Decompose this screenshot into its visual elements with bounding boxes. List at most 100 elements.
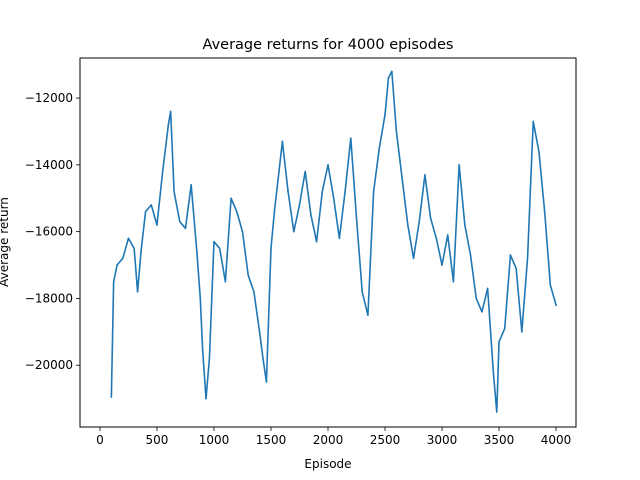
data-point [133, 247, 135, 250]
data-point [355, 217, 358, 220]
data-point [332, 197, 335, 200]
data-point [116, 264, 118, 266]
plot-area [79, 57, 577, 428]
data-point [515, 267, 517, 270]
y-tick-label: −20000 [25, 358, 73, 372]
data-point [121, 257, 124, 260]
data-point [429, 217, 432, 220]
data-point [549, 284, 552, 286]
x-tick-label: 4000 [541, 433, 572, 447]
data-point [532, 120, 535, 123]
data-point [543, 210, 546, 213]
axes-frame [79, 57, 577, 428]
data-point [412, 257, 415, 260]
data-point [144, 210, 147, 213]
y-axis: −20000 −18000 −16000 −14000 −12000 [25, 91, 80, 372]
data-point [361, 290, 364, 293]
data-point [258, 331, 261, 333]
data-point [224, 280, 227, 283]
x-tick-label: 2500 [370, 433, 401, 447]
data-point [184, 227, 187, 230]
y-axis-label: Average return [0, 197, 11, 287]
data-point [287, 190, 289, 193]
data-point [538, 150, 540, 153]
data-point [327, 164, 329, 166]
data-point [281, 140, 284, 143]
data-point [344, 190, 346, 193]
chart-title: Average returns for 4000 episodes [203, 37, 454, 53]
data-point [526, 257, 529, 260]
data-point [156, 224, 158, 226]
data-point [372, 190, 375, 193]
data-point [213, 240, 215, 243]
data-point [208, 357, 211, 360]
data-point [262, 357, 264, 360]
data-point [292, 230, 295, 233]
data-point [253, 290, 255, 293]
data-point [464, 224, 466, 226]
data-point [167, 123, 170, 126]
data-point [441, 264, 443, 266]
data-point [218, 247, 221, 250]
data-point [315, 240, 318, 243]
data-point [205, 397, 207, 400]
data-point [509, 254, 512, 256]
data-point [407, 224, 409, 226]
data-point [298, 204, 301, 206]
data-point [241, 230, 244, 233]
x-tick-label: 3500 [484, 433, 515, 447]
data-point [127, 237, 130, 240]
data-point [503, 327, 506, 330]
data-point [424, 174, 426, 176]
data-point [367, 314, 369, 316]
data-point [475, 297, 478, 300]
x-tick-label: 3000 [427, 433, 458, 447]
data-point [310, 214, 312, 216]
data-point [235, 210, 238, 213]
data-point [112, 280, 115, 283]
data-point [486, 287, 489, 290]
data-point [161, 170, 164, 173]
y-tick-label: −18000 [25, 291, 73, 305]
series-points [110, 70, 557, 413]
x-axis: 0 500 1000 1500 2000 2500 3000 3500 4000 [96, 427, 571, 447]
data-point [230, 197, 232, 200]
data-point [173, 190, 175, 193]
data-point [110, 396, 113, 398]
y-tick-label: −14000 [25, 158, 73, 172]
data-point [270, 247, 272, 250]
data-point [418, 220, 421, 223]
data-point [304, 170, 307, 173]
data-point [199, 297, 202, 300]
data-point [277, 180, 279, 183]
data-point [435, 237, 438, 240]
data-point [190, 184, 192, 186]
data-point [169, 110, 172, 113]
data-point [492, 371, 495, 373]
data-point [458, 164, 460, 166]
data-point [140, 250, 142, 253]
data-point [150, 204, 153, 206]
data-point [273, 210, 276, 213]
series-line [110, 70, 557, 413]
data-point [378, 147, 381, 149]
data-point [321, 190, 324, 193]
data-point [481, 310, 483, 313]
x-tick-label: 0 [96, 433, 104, 447]
data-point [384, 113, 386, 116]
data-point [521, 331, 523, 333]
data-point [178, 220, 181, 223]
data-point [387, 77, 390, 79]
data-point [136, 290, 139, 293]
data-point [395, 130, 398, 133]
data-point [498, 341, 500, 343]
data-point [452, 280, 455, 283]
data-point [201, 347, 204, 350]
data-point [338, 237, 341, 240]
x-axis-label: Episode [304, 457, 351, 471]
x-tick-label: 2000 [313, 433, 344, 447]
data-point [350, 137, 352, 139]
data-point [469, 254, 472, 256]
x-tick-label: 1000 [199, 433, 230, 447]
